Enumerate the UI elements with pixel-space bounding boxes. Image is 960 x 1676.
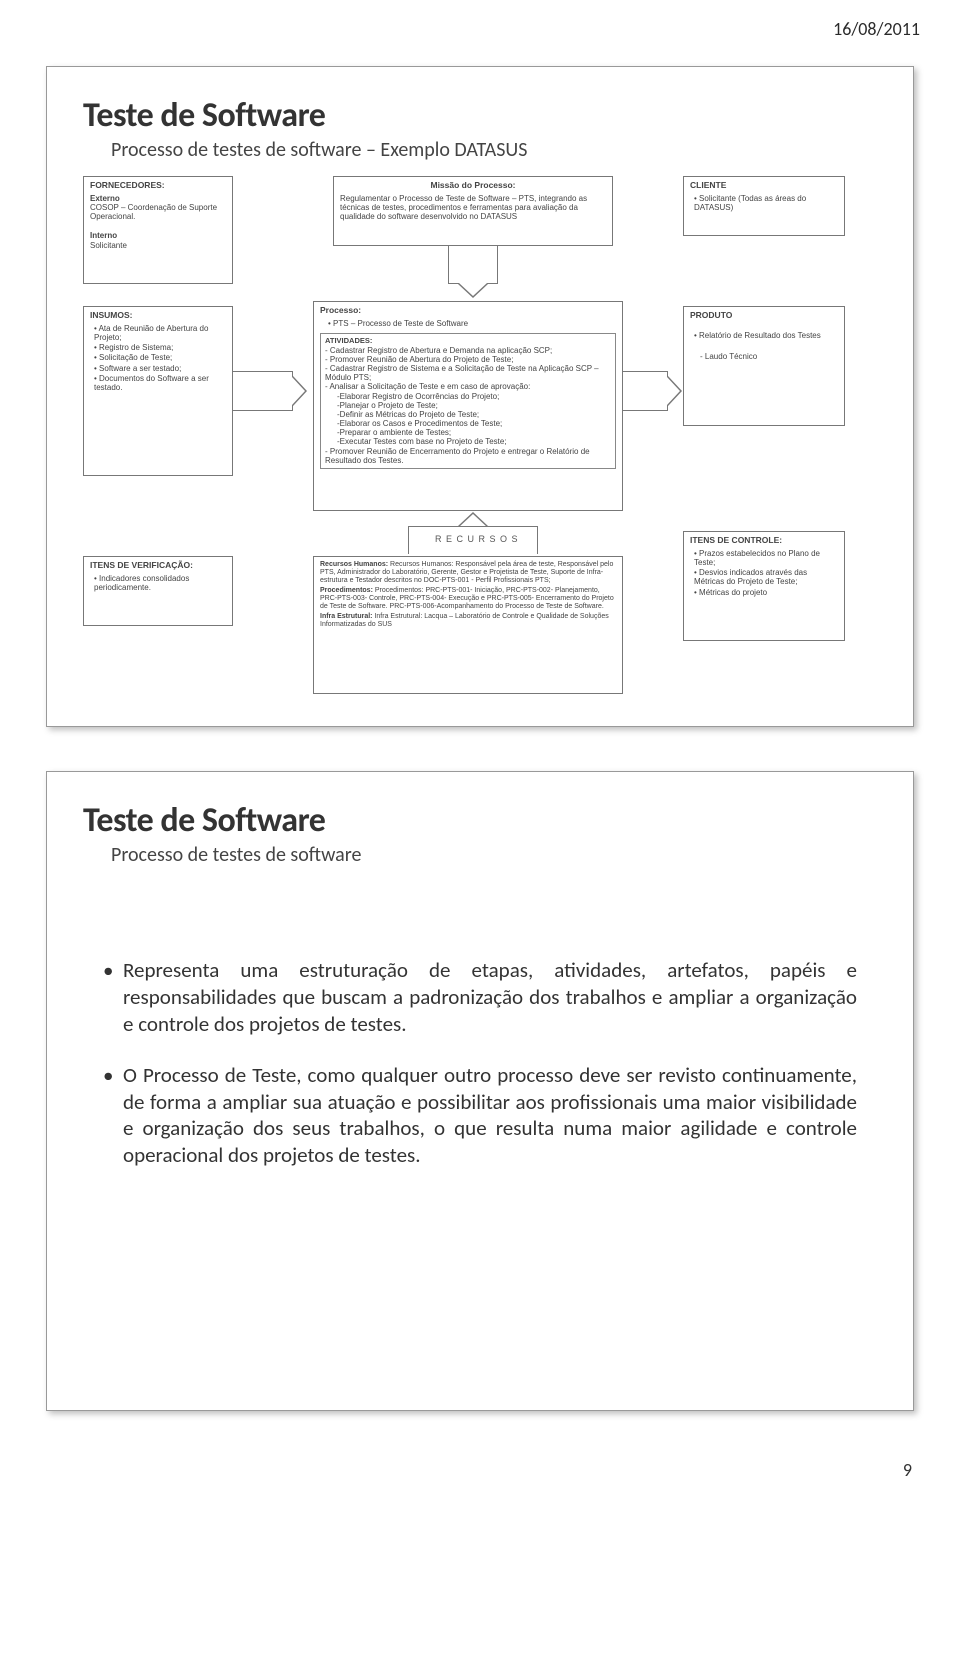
verificacao-box: ITENS DE VERIFICAÇÃO: Indicadores consol… <box>83 556 233 626</box>
page-number: 9 <box>0 1455 960 1501</box>
atv-a1: - Cadastrar Registro de Abertura e Deman… <box>325 346 611 355</box>
produto-p2: - Laudo Técnico <box>690 352 838 361</box>
missao-title: Missão do Processo: <box>340 181 606 191</box>
controle-title: ITENS DE CONTROLE: <box>690 536 838 546</box>
cliente-box: CLIENTE Solicitante (Todas as áreas do D… <box>683 176 845 236</box>
cliente-item: Solicitante (Todas as áreas do DATASUS) <box>694 194 838 212</box>
externo-item: COSOP – Coordenação de Suporte Operacion… <box>90 203 226 221</box>
slide2-bullet-1: Representa uma estruturação de etapas, a… <box>103 957 857 1038</box>
slide1-subtitle: Processo de testes de software – Exemplo… <box>111 138 877 162</box>
atv-a4c: -Definir as Métricas do Projeto de Teste… <box>325 410 611 419</box>
insumos-i2: Registro de Sistema; <box>94 343 226 352</box>
arrow-down-1 <box>448 246 498 284</box>
recursos-label: R E C U R S O S <box>435 534 519 544</box>
slide-1: Teste de Software Processo de testes de … <box>46 66 914 727</box>
recursos-rh: Recursos Humanos: Recursos Humanos: Resp… <box>320 561 616 585</box>
slide-2: Teste de Software Processo de testes de … <box>46 771 914 1411</box>
atividades-box: ATIVIDADES: - Cadastrar Registro de Aber… <box>320 333 616 469</box>
arrow-right-2 <box>623 371 668 411</box>
controle-box: ITENS DE CONTROLE: Prazos estabelecidos … <box>683 531 845 641</box>
atv-a4f: -Executar Testes com base no Projeto de … <box>325 437 611 446</box>
atv-a4a: -Elaborar Registro de Ocorrências do Pro… <box>325 392 611 401</box>
slide2-subtitle: Processo de testes de software <box>111 843 877 867</box>
atv-a4e: -Preparar o ambiente de Testes; <box>325 428 611 437</box>
cliente-title: CLIENTE <box>690 181 838 191</box>
produto-title: PRODUTO <box>690 311 838 321</box>
processo-title: Processo: <box>320 306 616 316</box>
processo-sub: • PTS – Processo de Teste de Software <box>320 319 616 328</box>
slide2-bullets: Representa uma estruturação de etapas, a… <box>83 957 877 1169</box>
controle-c3: Métricas do projeto <box>694 588 838 597</box>
arrow-right-1-fill <box>292 377 305 405</box>
fornecedores-box: FORNECEDORES: Externo COSOP – Coordenaçã… <box>83 176 233 284</box>
slide2-bullet-2: O Processo de Teste, como qualquer outro… <box>103 1062 857 1170</box>
atv-a4: - Analisar a Solicitação de Teste e em c… <box>325 382 611 391</box>
produto-box: PRODUTO Relatório de Resultado dos Teste… <box>683 306 845 426</box>
slide2-title: Teste de Software <box>83 800 877 841</box>
atv-a2: - Promover Reunião de Abertura do Projet… <box>325 355 611 364</box>
page-date: 16/08/2011 <box>0 0 960 46</box>
fornecedores-title: FORNECEDORES: <box>90 181 226 191</box>
insumos-box: INSUMOS: Ata de Reunião de Abertura do P… <box>83 306 233 476</box>
recursos-infra: Infra Estrutural: Infra Estrutural: Lacq… <box>320 613 616 629</box>
atv-a4d: -Elaborar os Casos e Procedimentos de Te… <box>325 419 611 428</box>
atv-a5: - Promover Reunião de Encerramento do Pr… <box>325 447 611 465</box>
missao-body: Regulamentar o Processo de Teste de Soft… <box>340 194 606 222</box>
slide1-title: Teste de Software <box>83 95 877 136</box>
arrow-right-1 <box>233 371 293 411</box>
verificacao-title: ITENS DE VERIFICAÇÃO: <box>90 561 226 571</box>
processo-box: Processo: • PTS – Processo de Teste de S… <box>313 301 623 511</box>
atv-a3: - Cadastrar Registro de Sistema e a Soli… <box>325 364 611 382</box>
recursos-box: Recursos Humanos: Recursos Humanos: Resp… <box>313 556 623 694</box>
process-diagram: FORNECEDORES: Externo COSOP – Coordenaçã… <box>83 176 877 696</box>
produto-p1: Relatório de Resultado dos Testes <box>694 331 838 340</box>
insumos-i1: Ata de Reunião de Abertura do Projeto; <box>94 324 226 342</box>
verificacao-v1: Indicadores consolidados periodicamente. <box>94 574 226 592</box>
insumos-title: INSUMOS: <box>90 311 226 321</box>
interno-item: Solicitante <box>90 241 226 250</box>
controle-c2: Desvios indicados através das Métricas d… <box>694 568 838 586</box>
arrow-down-1-fill <box>459 283 487 296</box>
interno-lbl: Interno <box>90 231 226 240</box>
externo-lbl: Externo <box>90 194 226 203</box>
controle-c1: Prazos estabelecidos no Plano de Teste; <box>694 549 838 567</box>
insumos-i3: Solicitação de Teste; <box>94 353 226 362</box>
insumos-i5: Documentos do Software a ser testado. <box>94 374 226 392</box>
insumos-i4: Software a ser testado; <box>94 364 226 373</box>
recursos-proc: Procedimentos: Procedimentos: PRC-PTS-00… <box>320 587 616 611</box>
atv-a4b: -Planejar o Projeto de Teste; <box>325 401 611 410</box>
arrow-right-2-fill <box>667 377 680 405</box>
missao-box: Missão do Processo: Regulamentar o Proce… <box>333 176 613 246</box>
atividades-title: ATIVIDADES: <box>325 337 611 346</box>
